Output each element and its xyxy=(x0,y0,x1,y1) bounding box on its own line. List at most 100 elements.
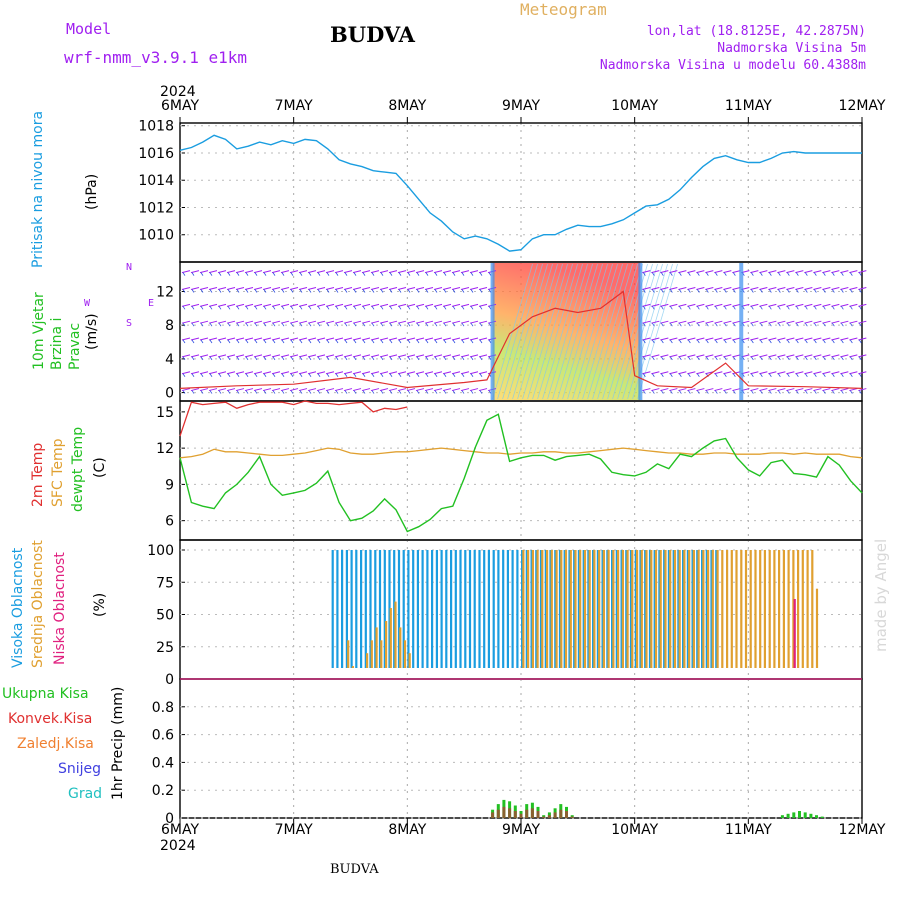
wind-barb xyxy=(822,354,831,358)
wind-barb-flag xyxy=(182,322,186,327)
wind-barb-flag xyxy=(335,272,339,276)
wind-barb xyxy=(424,337,434,341)
wind-barb-flag xyxy=(643,356,646,361)
wind-barb xyxy=(759,371,768,375)
wind-barb-flag xyxy=(679,339,682,344)
wind-barb-flag xyxy=(425,306,429,310)
wind-barb xyxy=(262,320,272,324)
wind-barb xyxy=(199,354,209,358)
wind-barb xyxy=(813,270,822,274)
wind-barb xyxy=(768,371,777,375)
wind-barb-flag xyxy=(380,373,384,377)
wind-barb-flag xyxy=(850,272,853,276)
cloud-bar-1 xyxy=(380,640,383,668)
wind-barb xyxy=(190,303,200,307)
wind-barb-flag xyxy=(805,339,808,344)
cloud-bar-0 xyxy=(663,550,666,668)
wind-barb xyxy=(190,337,200,341)
wind-barb-flag xyxy=(805,373,808,377)
wind-barb-flag xyxy=(380,322,384,327)
wind-barb xyxy=(280,270,290,274)
wind-barb xyxy=(289,303,299,307)
wind-barb-shaft xyxy=(597,263,638,400)
wind-barb xyxy=(678,286,687,290)
cloud-bar-1 xyxy=(636,550,639,668)
wind-barb-flag xyxy=(371,356,375,361)
wind-barb xyxy=(813,303,822,307)
wind-barb-flag xyxy=(796,306,799,310)
wind-barb-flag xyxy=(850,289,853,293)
wind-barb-flag xyxy=(218,356,222,361)
wind-barb xyxy=(786,270,795,274)
wind-barb-flag xyxy=(245,289,249,293)
pressure-line xyxy=(179,134,862,252)
wind-barb-flag xyxy=(335,356,339,361)
wind-barb-flag xyxy=(281,373,285,377)
wind-barb-flag xyxy=(461,322,465,327)
wind-barb-flag xyxy=(209,339,213,344)
wind-barb-flag xyxy=(344,322,348,327)
wind-barb-flag xyxy=(760,306,763,310)
wind-barb-flag xyxy=(362,339,366,344)
wind-barb-flag xyxy=(814,373,817,377)
wind-barb-shaft xyxy=(577,263,618,400)
cloud-bar-0 xyxy=(672,550,675,668)
wind-barb-flag xyxy=(353,322,357,327)
wind-barb-flag xyxy=(652,322,655,327)
wind-barb-flag xyxy=(715,306,718,310)
wind-barb xyxy=(451,303,461,307)
cloud-bar-1 xyxy=(370,640,373,668)
legend-snow: Snijeg xyxy=(58,761,102,777)
wind-barb xyxy=(262,388,272,392)
wind-barb xyxy=(370,270,380,274)
wind-barb-flag xyxy=(832,306,835,310)
wind-barb-flag xyxy=(670,289,673,293)
wind-barb-flag xyxy=(661,390,664,394)
x-tick-label: 11MAY xyxy=(724,822,772,838)
wind-barb xyxy=(415,320,425,324)
wind-barb xyxy=(723,303,732,307)
wind-barb xyxy=(442,337,452,341)
wind-barb-flag xyxy=(371,306,375,310)
wind-barb xyxy=(271,337,281,341)
cloud-bar-0 xyxy=(468,550,472,668)
wind-barb-flag xyxy=(218,272,222,276)
wind-barb xyxy=(379,388,389,392)
wind-barb xyxy=(795,286,804,290)
wind-barb xyxy=(343,303,353,307)
precip-bar-conv xyxy=(525,809,529,818)
wind-barb xyxy=(442,388,452,392)
cloud-bar-0 xyxy=(620,550,623,668)
wind-barb-flag xyxy=(416,306,420,310)
wind-barb xyxy=(750,388,759,392)
wind-barb xyxy=(226,354,236,358)
wind-barb xyxy=(406,303,416,307)
wind-barb-flag xyxy=(272,339,276,344)
wind-barb-flag xyxy=(778,356,781,361)
wind-barb-flag xyxy=(670,373,673,377)
wind-barb-flag xyxy=(679,356,682,361)
x-tick-label: 7MAY xyxy=(274,822,313,838)
wind-barb-flag xyxy=(227,356,231,361)
wind-barb-flag xyxy=(407,339,411,344)
wind-barb-flag xyxy=(416,373,420,377)
wind-barb xyxy=(415,388,425,392)
wind-barb-flag xyxy=(398,289,402,293)
wind-barb xyxy=(289,354,299,358)
y-tick-label: 15 xyxy=(156,405,174,421)
y-tick-label: 12 xyxy=(156,284,174,300)
wind-barb-flag xyxy=(326,322,330,327)
wind-barb xyxy=(208,286,218,290)
wind-barb xyxy=(714,303,723,307)
wind-edge-band xyxy=(490,263,495,400)
wind-barb-flag xyxy=(443,272,447,276)
panel-frame-0 xyxy=(179,122,863,263)
wind-barb xyxy=(651,371,660,375)
wind-barb xyxy=(181,286,191,290)
precip-ylabel-name: 1hr Precip xyxy=(110,729,126,800)
wind-barb xyxy=(397,303,407,307)
wind-barb-flag xyxy=(859,390,862,394)
wind-barb-flag xyxy=(706,390,709,394)
wind-barb xyxy=(460,303,470,307)
wind-barb-flag xyxy=(760,272,763,276)
